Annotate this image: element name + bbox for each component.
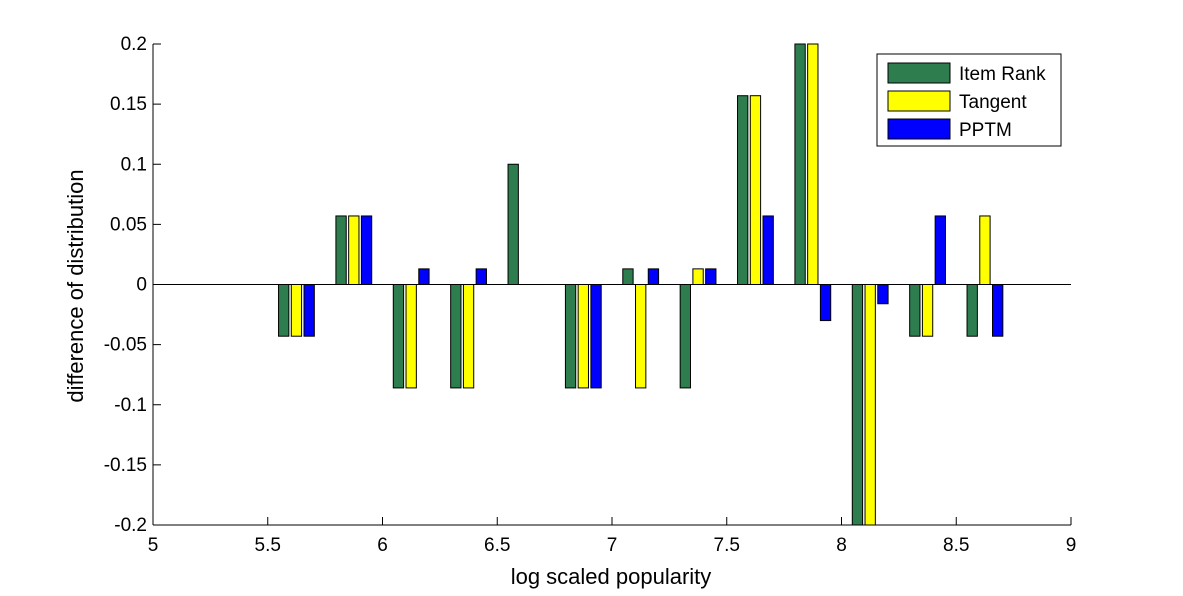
legend-label-tangent: Tangent (959, 92, 1027, 113)
bar-pptm-10 (878, 285, 888, 304)
bar-item-rank-3 (451, 285, 461, 388)
bar-item-rank-12 (967, 285, 977, 337)
bar-pptm-1 (361, 216, 371, 285)
legend-swatch-pptm (888, 119, 950, 139)
y-tick-label-3: -0.05 (104, 335, 147, 356)
legend-label-item-rank: Item Rank (959, 64, 1046, 85)
y-tick-label-8: 0.2 (121, 34, 147, 55)
bar-item-rank-1 (336, 216, 346, 285)
bar-pptm-7 (706, 269, 716, 285)
bar-tangent-8 (750, 96, 760, 285)
bar-pptm-5 (591, 285, 601, 388)
bar-tangent-5 (578, 285, 588, 388)
legend-swatch-item-rank (888, 63, 950, 83)
bar-pptm-8 (763, 216, 773, 285)
y-axis-label: difference of distribution (63, 169, 88, 402)
bar-pptm-0 (304, 285, 314, 337)
x-tick-label-2: 6 (377, 535, 388, 556)
bar-tangent-11 (922, 285, 932, 337)
y-tick-label-4: 0 (136, 275, 147, 296)
bar-tangent-12 (980, 216, 990, 285)
x-tick-label-8: 9 (1066, 535, 1077, 556)
x-tick-label-4: 7 (607, 535, 618, 556)
y-tick-label-6: 0.1 (121, 154, 147, 175)
x-tick-label-6: 8 (836, 535, 847, 556)
bar-tangent-6 (636, 285, 646, 388)
bar-pptm-12 (993, 285, 1003, 337)
x-tick-label-5: 7.5 (714, 535, 740, 556)
legend-label-pptm: PPTM (959, 120, 1012, 141)
bar-item-rank-4 (508, 164, 518, 284)
bar-tangent-0 (291, 285, 301, 337)
bar-tangent-1 (349, 216, 359, 285)
bar-item-rank-11 (910, 285, 920, 337)
bar-item-rank-2 (393, 285, 403, 388)
x-tick-label-1: 5.5 (255, 535, 281, 556)
y-tick-label-2: -0.1 (114, 395, 147, 416)
bar-tangent-2 (406, 285, 416, 388)
bar-item-rank-7 (680, 285, 690, 388)
x-tick-label-0: 5 (148, 535, 159, 556)
bar-pptm-9 (820, 285, 830, 321)
bar-tangent-10 (865, 285, 875, 526)
bar-pptm-11 (935, 216, 945, 285)
legend: Item Rank Tangent PPTM (877, 54, 1061, 146)
bar-item-rank-10 (852, 285, 862, 526)
y-tick-label-0: -0.2 (114, 515, 147, 536)
y-tick-label-5: 0.05 (110, 214, 147, 235)
y-tick-label-1: -0.15 (104, 455, 147, 476)
bar-item-rank-5 (565, 285, 575, 388)
bar-pptm-2 (419, 269, 429, 285)
x-axis-label: log scaled popularity (511, 564, 712, 589)
bar-tangent-7 (693, 269, 703, 285)
bar-tangent-9 (808, 44, 818, 285)
bar-item-rank-8 (738, 96, 748, 285)
bar-item-rank-9 (795, 44, 805, 285)
legend-swatch-tangent (888, 91, 950, 111)
x-tick-label-7: 8.5 (943, 535, 969, 556)
bar-item-rank-0 (279, 285, 289, 337)
bar-tangent-3 (463, 285, 473, 388)
bar-pptm-3 (476, 269, 486, 285)
bar-pptm-6 (648, 269, 658, 285)
bar-item-rank-6 (623, 269, 633, 285)
y-tick-label-7: 0.15 (110, 94, 147, 115)
x-tick-label-3: 6.5 (484, 535, 510, 556)
